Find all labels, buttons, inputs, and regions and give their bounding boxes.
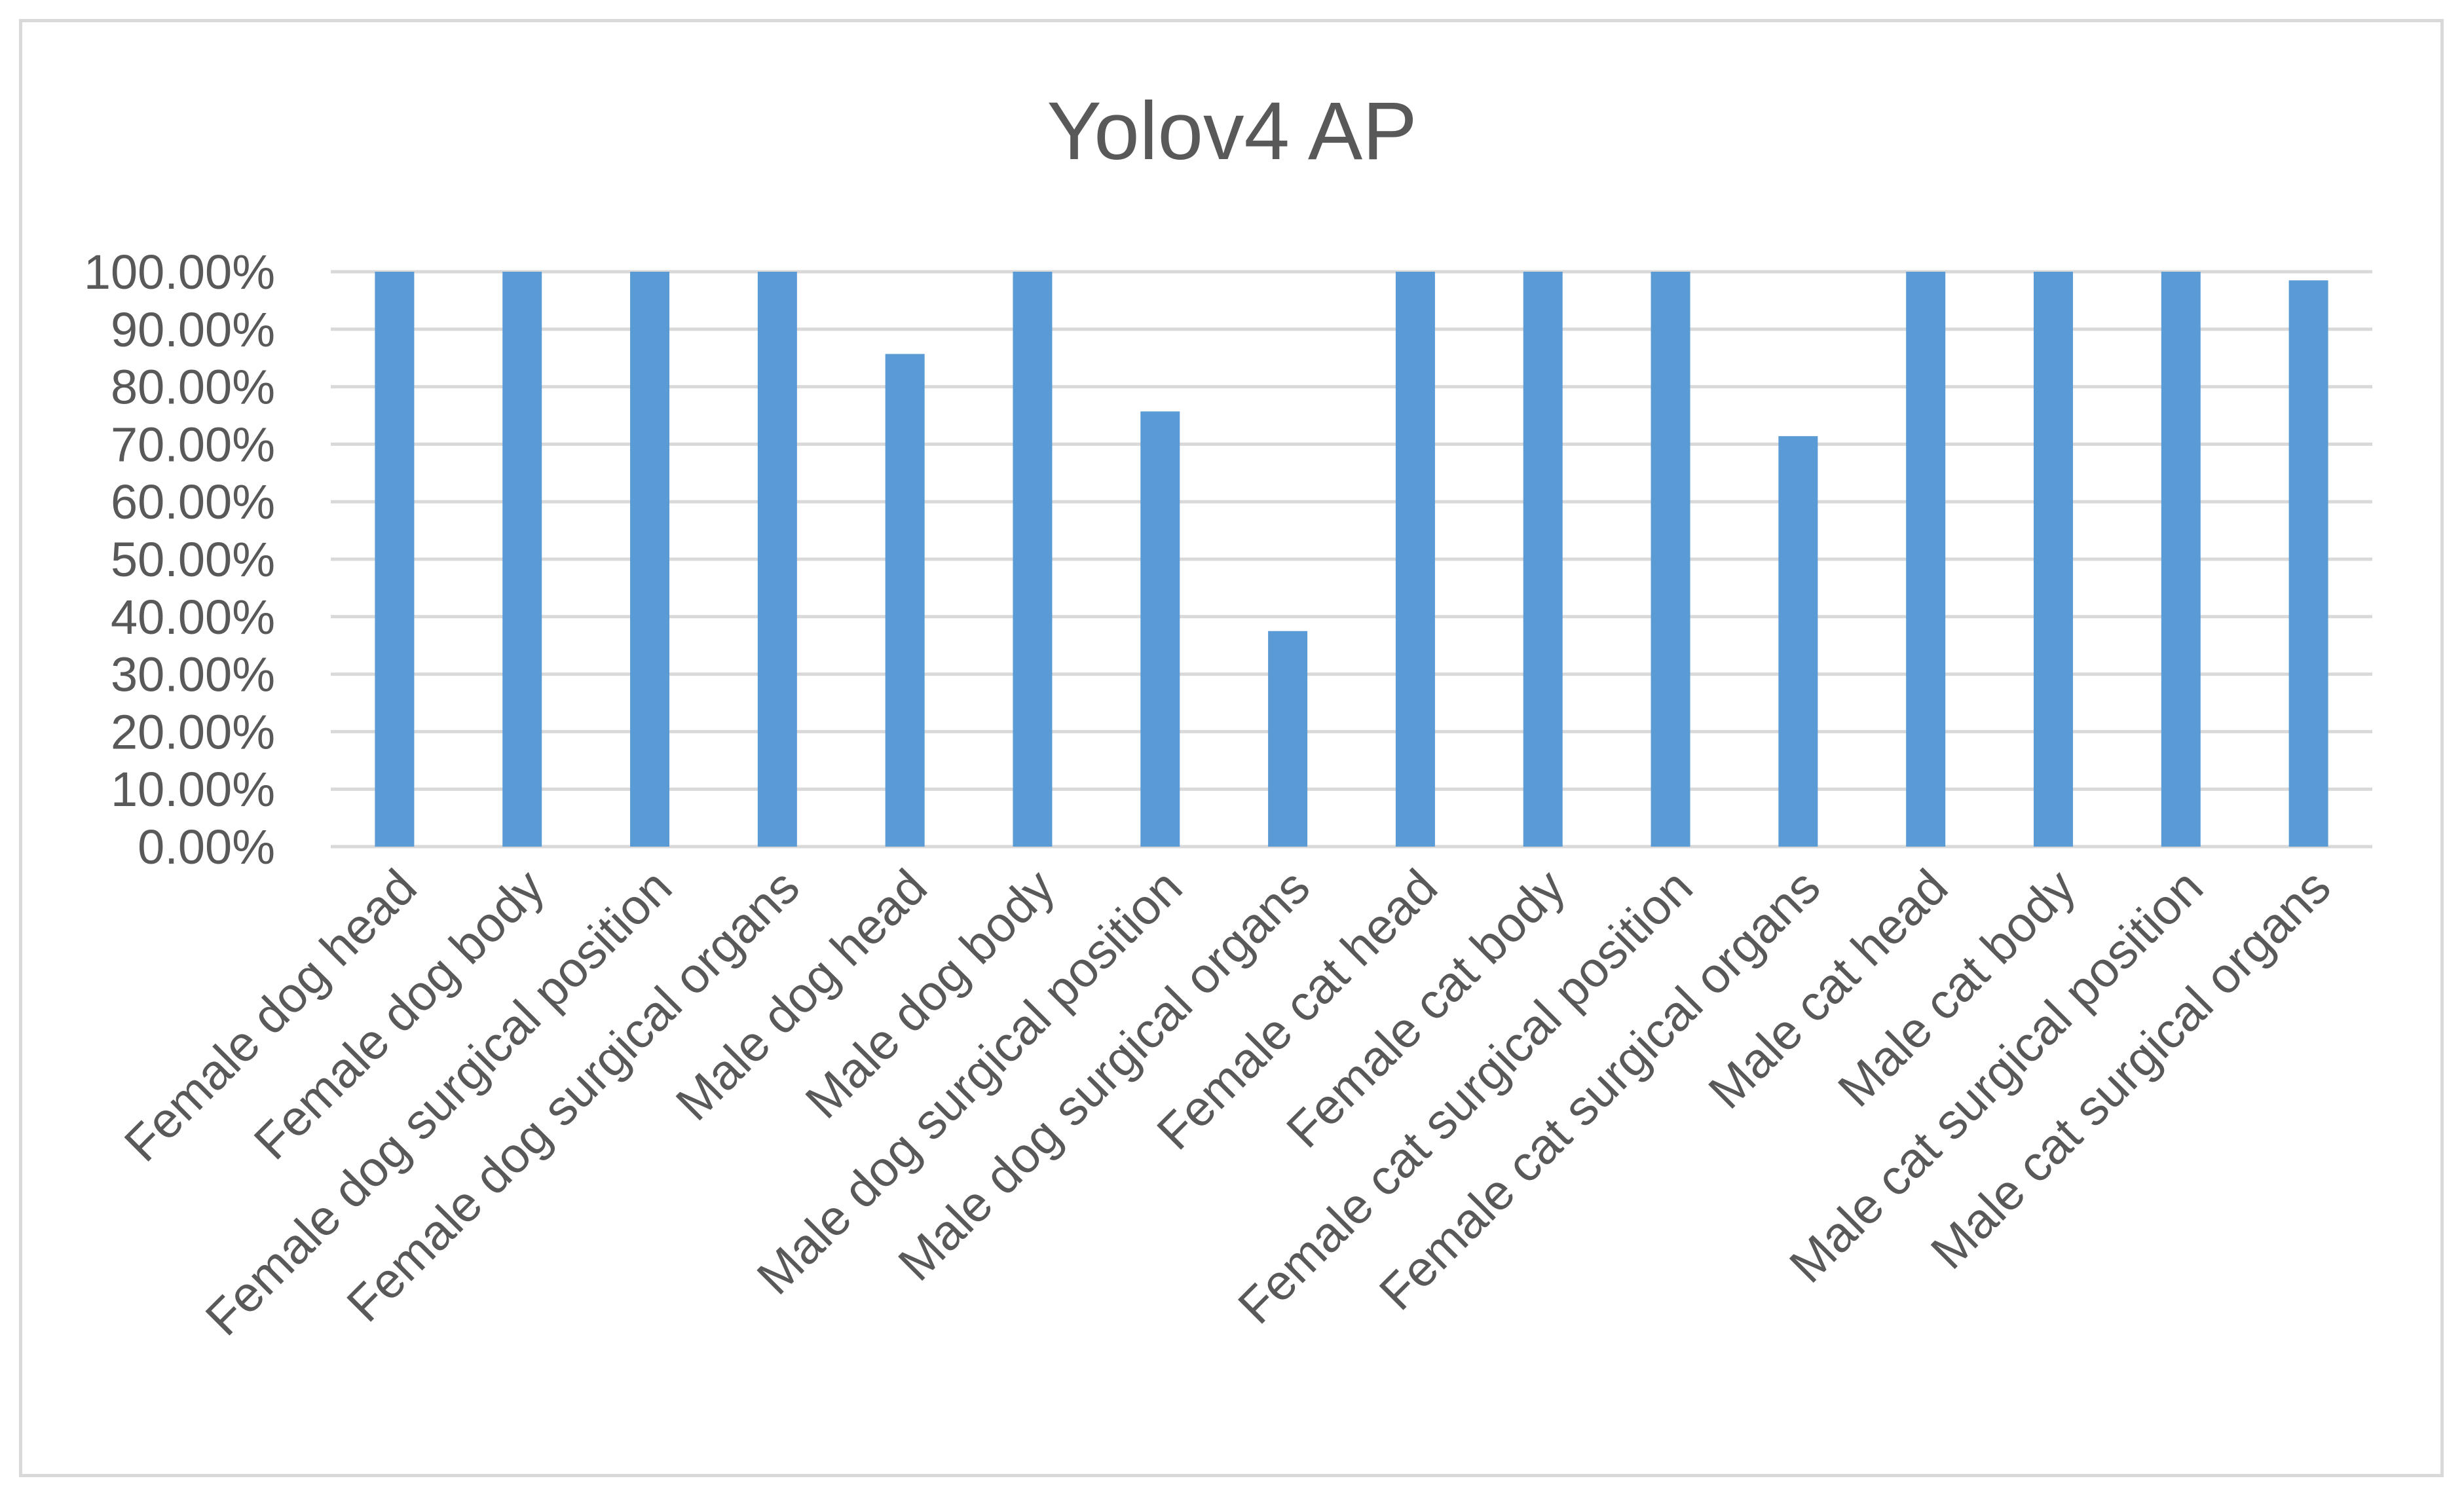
y-tick-label: 70.00% [111,417,275,471]
bar [375,272,415,847]
bar [1778,436,1818,847]
y-tick-label: 50.00% [111,532,275,587]
y-tick-label: 0.00% [138,820,275,874]
bar [630,272,670,847]
bar [1651,272,1690,847]
bar [885,354,925,847]
bar [1013,272,1053,847]
bar [2288,280,2328,847]
y-tick-label: 80.00% [111,360,275,414]
bar [502,272,542,847]
bar [2161,272,2201,847]
y-tick-label: 100.00% [84,245,275,299]
bars [375,272,2328,847]
bar [1140,411,1180,847]
x-tick-label: Female dog surgical position [195,859,682,1346]
bar [757,272,797,847]
bar [2033,272,2073,847]
bar [1395,272,1435,847]
chart-title: Yolov4 AP [1047,86,1417,177]
gridlines [331,270,2372,849]
y-tick-label: 60.00% [111,475,275,529]
y-tick-label: 90.00% [111,303,275,357]
y-tick-label: 10.00% [111,762,275,817]
y-tick-label: 40.00% [111,590,275,644]
bar [1906,272,1946,847]
y-tick-label: 20.00% [111,705,275,759]
y-tick-label: 30.00% [111,648,275,702]
bar [1268,631,1308,847]
bar [1523,272,1563,847]
y-axis-ticks: 0.00%10.00%20.00%30.00%40.00%50.00%60.00… [84,245,275,874]
